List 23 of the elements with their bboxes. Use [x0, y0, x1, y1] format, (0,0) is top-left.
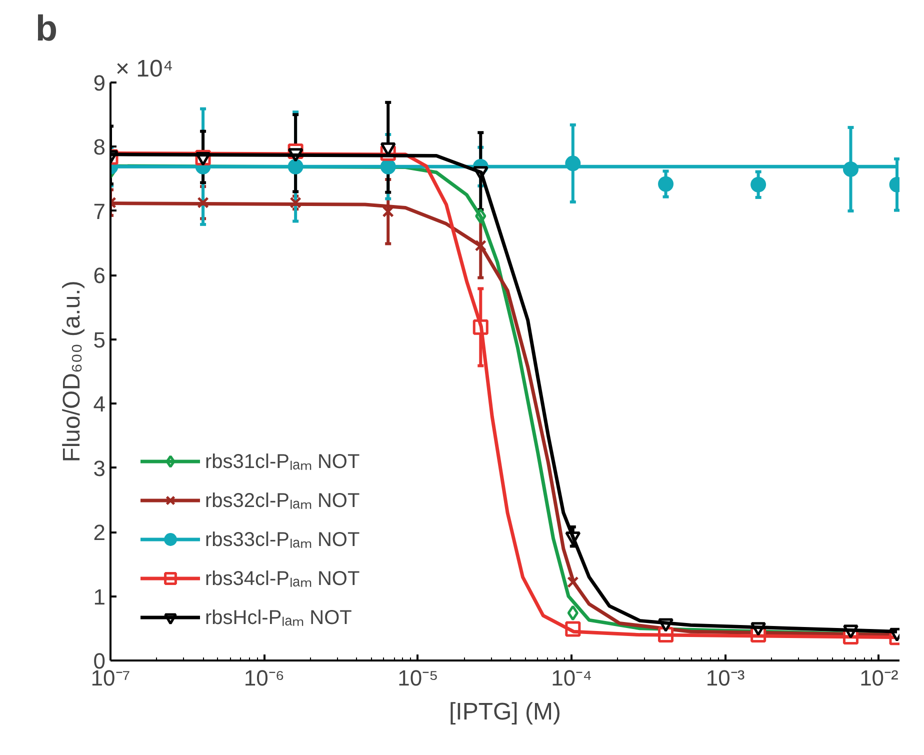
y-tick-label: 6: [93, 263, 106, 288]
y-tick-label: 1: [93, 584, 106, 610]
annotation: × 10⁴: [116, 56, 174, 82]
x-tick-label: 10⁻⁵: [398, 666, 438, 690]
legend-label: rbs33cl-Pₗₐₘ NOT: [205, 528, 360, 552]
text: b: [36, 8, 58, 48]
x-tick-label: 10⁻⁴: [551, 666, 592, 690]
legend-label: rbs32cl-Pₗₐₘ NOT: [205, 489, 360, 513]
y-tick-label: 3: [93, 456, 106, 481]
x-tick-label: 10⁻⁶: [244, 666, 284, 690]
y-tick-label: 8: [93, 134, 106, 160]
x-tick-label: 10⁻²: [860, 666, 898, 690]
y-tick-label: 4: [93, 392, 106, 417]
y-tick-label: 7: [93, 198, 106, 224]
y-tick-label: 9: [93, 70, 106, 96]
x-tick-label: 10⁻³: [706, 666, 745, 690]
legend-label: rbsHcl-Pₗₐₘ NOT: [205, 606, 352, 630]
y-tick-label: 5: [93, 327, 106, 352]
y-axis-title: Fluo/OD₆₀₀ (a.u.): [58, 280, 86, 462]
legend-label: rbs34cl-Pₗₐₘ NOT: [205, 567, 360, 591]
x-axis-title: [IPTG] (M): [449, 698, 561, 726]
y-tick-label: 2: [93, 520, 106, 546]
legend-label: rbs31cl-Pₗₐₘ NOT: [205, 450, 360, 474]
